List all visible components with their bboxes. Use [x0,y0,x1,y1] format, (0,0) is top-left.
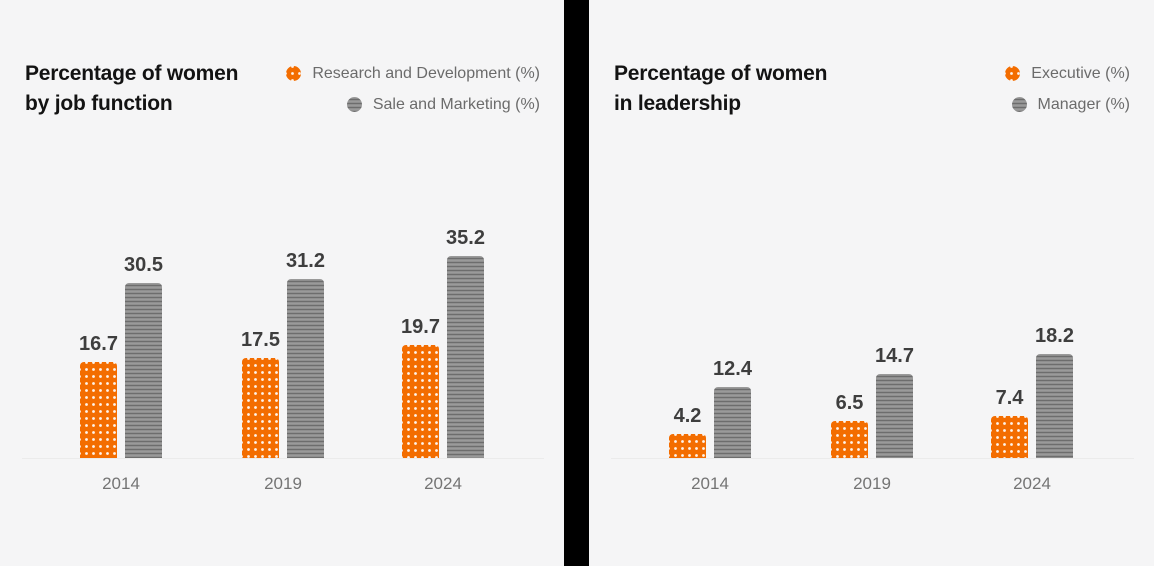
value-label-series2-2024: 35.2 [446,227,485,249]
legend-label-manager: Manager (%) [1037,96,1130,113]
legend-job-function: Research and Development (%) Sale and Ma… [286,65,540,113]
x-tick-label-2014: 2014 [102,474,140,493]
x-axis-line [611,458,1134,459]
bar-series1-2014 [80,362,117,458]
legend-label-sales: Sale and Marketing (%) [372,96,540,113]
bar-plot-job-function: 16.7 30.5 2014 17.5 31.2 2019 19.7 35.2 2024 [0,0,564,566]
chart-title-line2: by job function [25,92,173,115]
legend-item-executive: Executive (%) [1005,65,1130,82]
legend-label-rnd: Research and Development (%) [312,65,540,82]
x-tick-label-2024: 2024 [1013,474,1051,493]
legend-label-executive: Executive (%) [1031,65,1130,82]
bar-series1-2024 [402,345,439,458]
vertical-divider [564,0,589,566]
value-label-series2-2014: 30.5 [124,254,163,276]
value-label-series1-2019: 17.5 [241,329,280,351]
bar-series1-2019 [242,358,279,458]
x-axis-line [22,458,544,459]
legend-item-sales: Sale and Marketing (%) [346,96,540,113]
x-tick-label-2019: 2019 [853,474,891,493]
chart-title-leadership: Percentage of women in leadership [614,59,827,119]
value-label-series2-2019: 31.2 [286,250,325,272]
x-tick-label-2019: 2019 [264,474,302,493]
bar-series2-2024 [1036,354,1073,458]
bar-series1-2014 [669,434,706,458]
chart-title-line2: in leadership [614,92,741,115]
chart-panel-job-function: Percentage of women by job function Rese… [0,0,564,566]
value-label-series2-2024: 18.2 [1035,325,1074,347]
legend-marker-dots-icon [1005,66,1021,81]
legend-item-manager: Manager (%) [1011,96,1130,113]
value-label-series1-2014: 4.2 [673,405,702,427]
x-tick-label-2014: 2014 [691,474,729,493]
legend-leadership: Executive (%) Manager (%) [1005,65,1130,113]
chart-title-job-function: Percentage of women by job function [25,59,238,119]
bar-series1-2024 [991,416,1028,458]
chart-title-line1: Percentage of women [614,62,828,85]
bar-series2-2024 [447,256,484,458]
value-label-series1-2024: 19.7 [401,316,440,338]
legend-item-rnd: Research and Development (%) [286,65,540,82]
bar-plot-leadership: 4.2 12.4 2014 6.5 14.7 2019 7.4 18.2 2024 [589,0,1154,566]
bar-series2-2019 [876,374,913,458]
value-label-series1-2019: 6.5 [835,392,864,414]
chart-panel-leadership: Percentage of women in leadership Execut… [589,0,1154,566]
value-label-series1-2024: 7.4 [995,387,1024,409]
legend-marker-lines-icon [1011,97,1027,112]
bar-series1-2019 [831,421,868,458]
value-label-series2-2019: 14.7 [875,345,914,367]
chart-title-line1: Percentage of women [25,62,239,85]
x-tick-label-2024: 2024 [424,474,462,493]
bar-series2-2019 [287,279,324,458]
legend-marker-dots-icon [286,66,302,81]
bar-series2-2014 [125,283,162,458]
value-label-series2-2014: 12.4 [713,358,752,380]
value-label-series1-2014: 16.7 [79,333,118,355]
legend-marker-lines-icon [346,97,362,112]
bar-series2-2014 [714,387,751,458]
